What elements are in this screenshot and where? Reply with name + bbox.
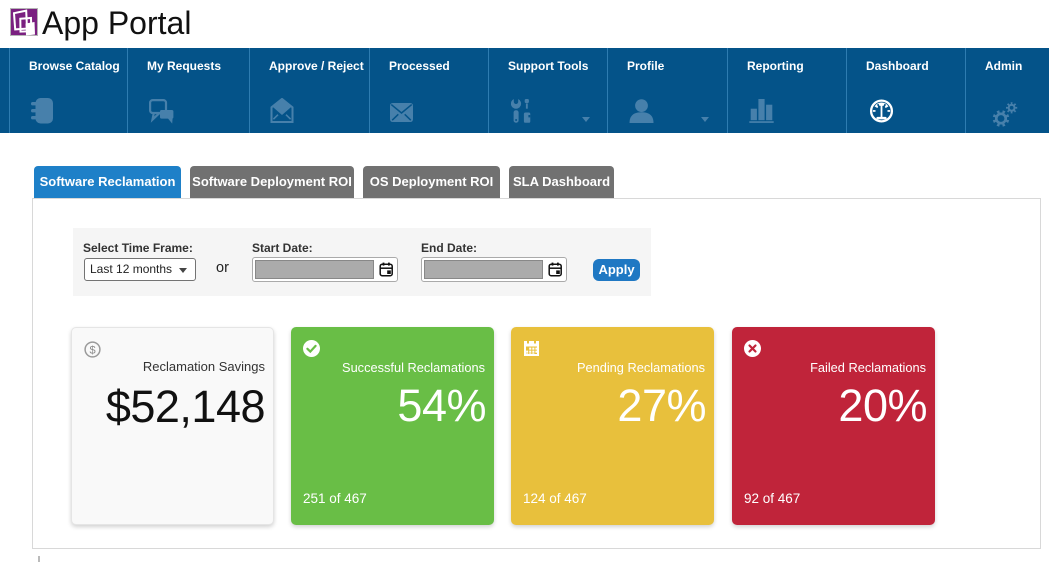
svg-text:$: $ xyxy=(89,344,95,356)
